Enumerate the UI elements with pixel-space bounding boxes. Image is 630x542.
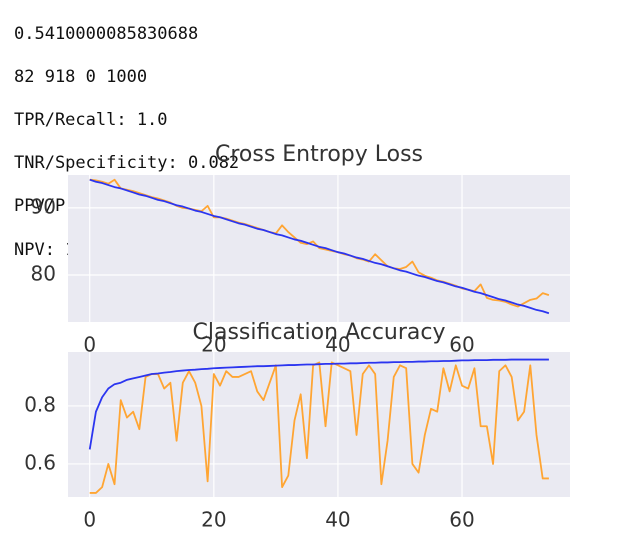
output-line: 82 918 0 1000 (14, 66, 148, 87)
y-tick-label: 0.8 (24, 392, 56, 416)
chart-title: Cross Entropy Loss (215, 142, 423, 167)
x-tick-label: 0 (83, 508, 96, 532)
chart-title: Classification Accuracy (193, 320, 446, 345)
output-line: TNR/Specificity: 0.082 (14, 153, 240, 174)
output-line: 0.5410000085830688 (14, 23, 199, 44)
x-tick-label: 0 (83, 333, 96, 357)
output-line: TPR/Recall: 1.0 (14, 109, 168, 130)
data-line (89, 361, 549, 494)
y-tick-label: 80 (31, 262, 56, 286)
x-tick-label: 60 (449, 508, 474, 532)
x-tick-label: 40 (325, 508, 350, 532)
data-line (89, 178, 550, 315)
y-tick-label: 0.6 (24, 450, 56, 474)
x-tick-label: 20 (201, 508, 226, 532)
data-line (88, 358, 549, 450)
y-tick-label: 90 (31, 194, 56, 218)
plot-background (68, 352, 570, 497)
